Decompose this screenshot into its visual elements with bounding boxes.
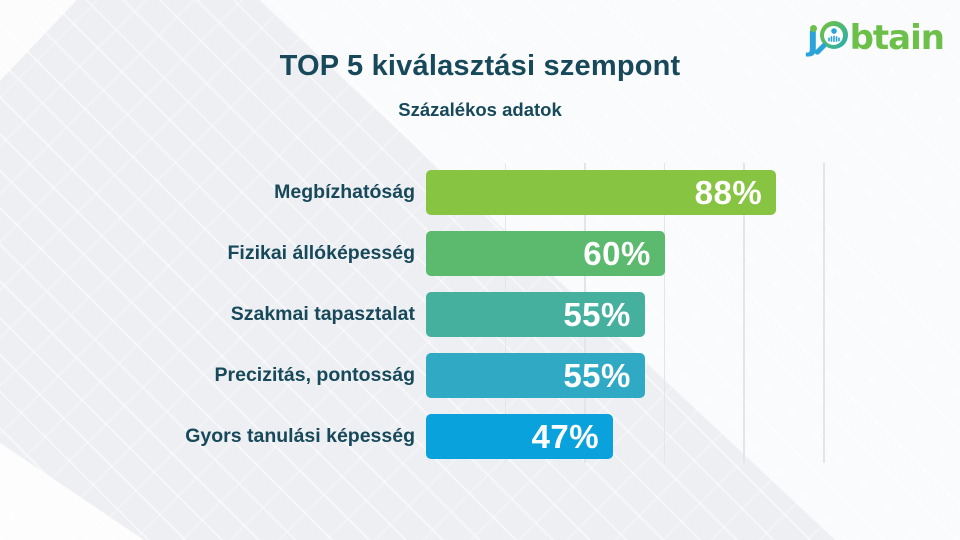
bar-category-label: Fizikai állóképesség — [227, 242, 415, 264]
bar-value-label: 88% — [694, 173, 763, 211]
bar: 47% — [426, 414, 614, 459]
bar: 55% — [426, 353, 645, 398]
person-icon — [827, 28, 840, 43]
bar-category-label: Szakmai tapasztalat — [230, 303, 415, 325]
bar-row: Szakmai tapasztalat 55% — [140, 292, 824, 337]
bar-value-label: 60% — [583, 234, 651, 272]
bar-value-label: 55% — [563, 295, 631, 333]
jobtain-logo: ȷ btain — [807, 12, 945, 64]
bar: 60% — [426, 231, 665, 276]
logo-text: btain — [849, 18, 945, 58]
bar-track: 55% — [426, 292, 824, 337]
bar-track: 55% — [426, 353, 824, 398]
bar-track: 60% — [426, 231, 824, 276]
bar-category-label: Gyors tanulási képesség — [185, 425, 415, 447]
bar-row: Precizitás, pontosság 55% — [140, 353, 824, 398]
bar-track: 47% — [426, 414, 824, 459]
bar-row: Megbízhatóság 88% — [140, 170, 824, 215]
page-subtitle: Százalékos adatok — [398, 99, 562, 120]
bar-track: 88% — [426, 170, 824, 215]
bar-row: Fizikai állóképesség 60% — [140, 231, 824, 276]
page-title: TOP 5 kiválasztási szempont — [279, 50, 681, 82]
bar-category-label: Megbízhatóság — [274, 181, 415, 203]
magnifier-icon — [819, 21, 848, 49]
bar: 88% — [426, 170, 777, 215]
bar-value-label: 55% — [563, 356, 631, 394]
bar-row: Gyors tanulási képesség 47% — [140, 414, 824, 459]
bar-rows: Megbízhatóság 88% Fizikai állóképesség 60% S… — [140, 163, 824, 459]
bar-value-label: 47% — [531, 417, 600, 455]
bar: 55% — [426, 292, 645, 337]
bar-chart: Megbízhatóság 88% Fizikai állóképesség 60% S… — [140, 163, 825, 463]
bar-category-label: Precizitás, pontosság — [214, 364, 415, 386]
logo-letter-j: ȷ — [807, 12, 819, 64]
